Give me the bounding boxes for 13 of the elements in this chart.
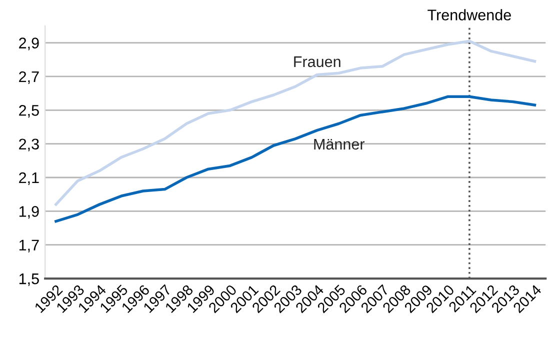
ref-line-label: Trendwende	[428, 9, 511, 20]
y-tick-label: 2,1	[19, 172, 39, 185]
line-series	[54, 40, 536, 206]
y-tick-label: 2,9	[19, 38, 39, 50]
y-tick-label: 2,3	[19, 138, 39, 152]
y-tick-label: 1,5	[19, 274, 39, 286]
y-tick-label: 1,7	[19, 240, 39, 252]
series-label: Männer	[314, 138, 365, 150]
series-label: Frauen	[294, 56, 340, 68]
y-tick-label: 2,7	[19, 71, 39, 84]
y-tick-label: 2,5	[19, 105, 39, 118]
y-tick-label: 1,9	[19, 206, 39, 219]
line-series	[54, 95, 536, 223]
